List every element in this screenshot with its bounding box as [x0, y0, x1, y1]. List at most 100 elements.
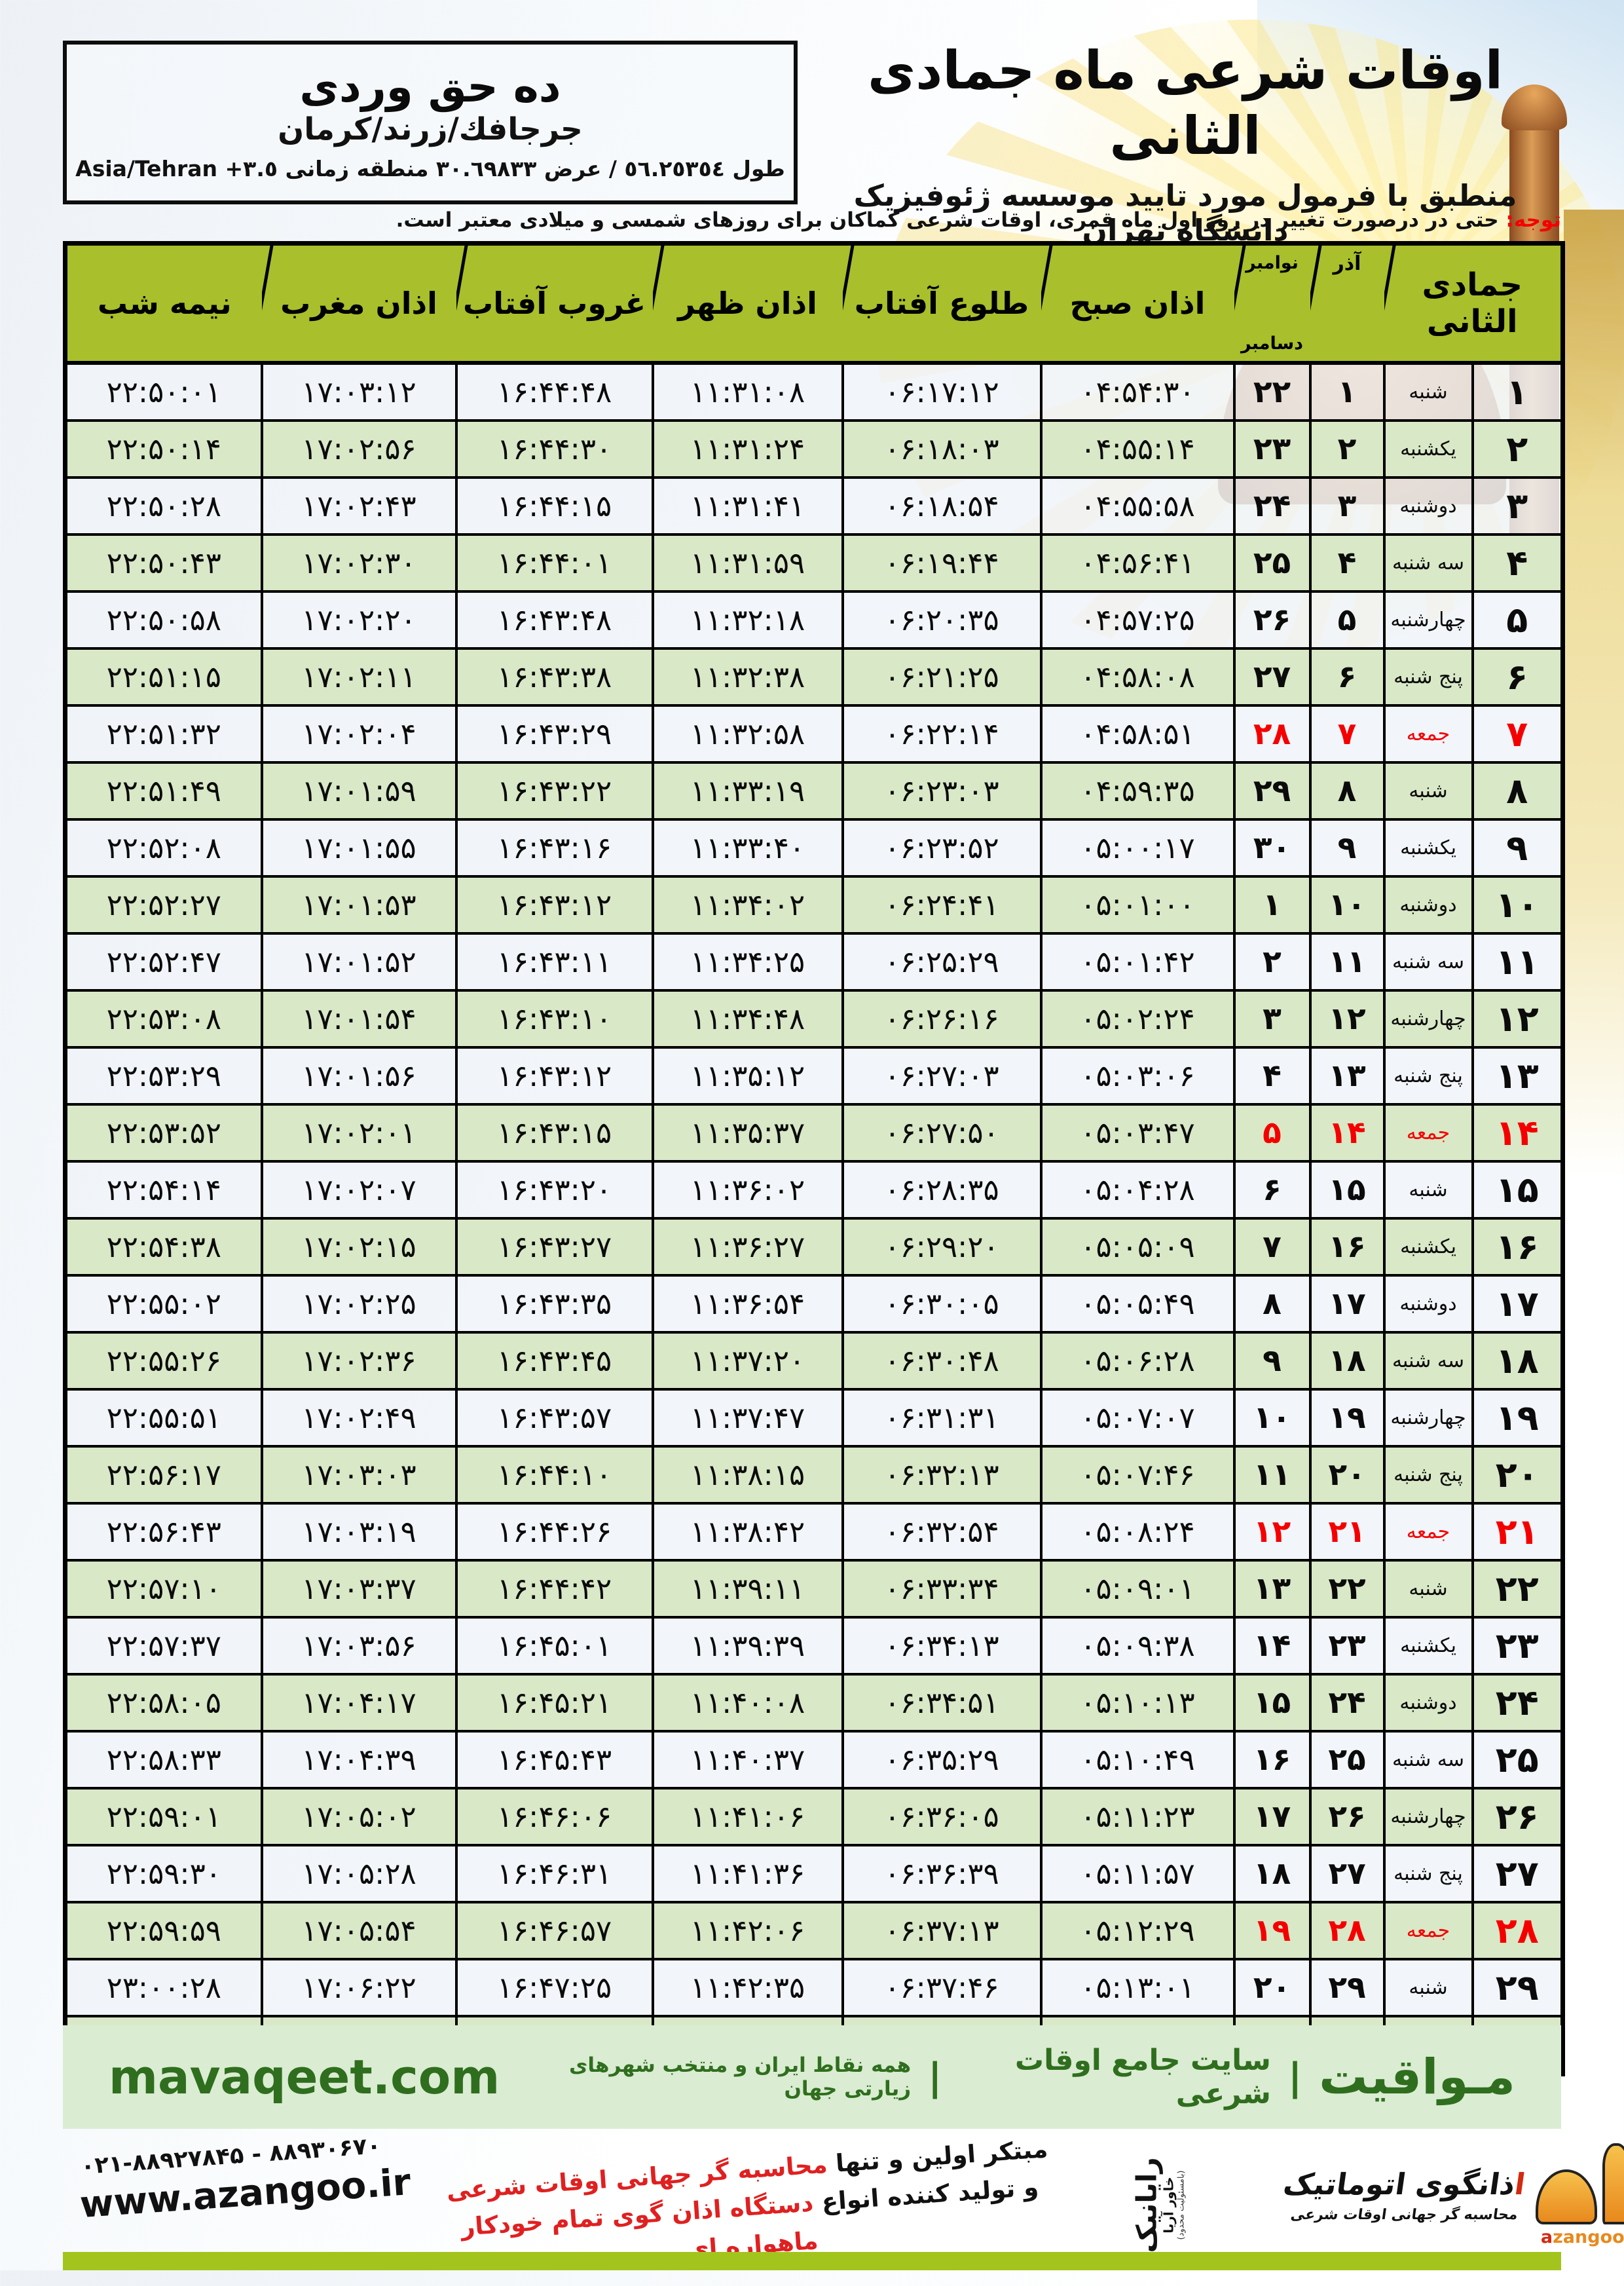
gregorian-day-cell: ۲۲ — [1232, 362, 1312, 422]
sunset-time-cell: ۱۶:۴۳:۲۰ — [454, 1160, 654, 1220]
midnight-time-cell: ۲۲:۵۹:۳۰ — [64, 1844, 263, 1903]
fajr-time-cell: ۰۵:۰۲:۲۴ — [1039, 989, 1236, 1049]
fajr-time-cell: ۰۵:۰۷:۰۷ — [1039, 1388, 1236, 1448]
fajr-time-cell: ۰۴:۵۴:۳۰ — [1039, 362, 1236, 422]
midnight-time-cell: ۲۲:۵۲:۴۷ — [64, 932, 263, 992]
midnight-time-cell: ۲۲:۵۸:۰۵ — [64, 1673, 263, 1733]
location-region: جرجافك/زرند/كرمان — [278, 111, 583, 148]
day-number-cell: ۲۹ — [1471, 1958, 1564, 2017]
day-number-cell: ۴ — [1471, 533, 1564, 593]
day-number-cell: ۳ — [1471, 476, 1564, 536]
table-row: ۱۳ پنج شنبه ۱۳ ۴ ۰۵:۰۳:۰۶ ۰۶:۲۷:۰۳ ۱۱:۳۵… — [64, 1046, 1564, 1106]
table-row: ۱۲ چهارشنبه ۱۲ ۳ ۰۵:۰۲:۲۴ ۰۶:۲۶:۱۶ ۱۱:۳۴… — [64, 989, 1564, 1049]
azangoo-icon-group: azangoo — [1535, 2143, 1624, 2247]
midnight-time-cell: ۲۲:۵۷:۳۷ — [64, 1616, 263, 1676]
table-row: ۱۷ دوشنبه ۱۷ ۸ ۰۵:۰۵:۴۹ ۰۶:۳۰:۰۵ ۱۱:۳۶:۵… — [64, 1274, 1564, 1334]
day-number-cell: ۷ — [1471, 704, 1564, 764]
weekday-cell: چهارشنبه — [1382, 989, 1474, 1049]
fajr-time-cell: ۰۵:۱۱:۲۳ — [1039, 1787, 1236, 1846]
azar-day-cell: ۷ — [1308, 704, 1386, 764]
midnight-time-cell: ۲۲:۵۷:۱۰ — [64, 1559, 263, 1619]
midnight-time-cell: ۲۲:۵۶:۴۳ — [64, 1502, 263, 1562]
table-body: ۱ شنبه ۱ ۲۲ ۰۴:۵۴:۳۰ ۰۶:۱۷:۱۲ ۱۱:۳۱:۰۸ ۱… — [64, 362, 1564, 2076]
header-november: نوامبر — [1246, 253, 1299, 273]
sunset-time-cell: ۱۶:۴۶:۰۶ — [454, 1787, 654, 1846]
azar-day-cell: ۹ — [1308, 818, 1386, 878]
dhuhr-time-cell: ۱۱:۴۱:۰۶ — [651, 1787, 844, 1846]
weekday-cell: دوشنبه — [1382, 1274, 1474, 1334]
fajr-time-cell: ۰۵:۰۷:۴۶ — [1039, 1445, 1236, 1505]
fajr-time-cell: ۰۵:۱۰:۴۹ — [1039, 1730, 1236, 1789]
sunrise-time-cell: ۰۶:۳۷:۴۶ — [841, 1958, 1043, 2017]
gregorian-day-cell: ۶ — [1232, 1160, 1312, 1220]
weekday-cell: سه شنبه — [1382, 1730, 1474, 1789]
sunrise-time-cell: ۰۶:۲۹:۲۰ — [841, 1217, 1043, 1277]
sunset-time-cell: ۱۶:۴۳:۱۱ — [454, 932, 654, 992]
gregorian-day-cell: ۱ — [1232, 875, 1312, 935]
sunrise-time-cell: ۰۶:۳۳:۳۴ — [841, 1559, 1043, 1619]
day-number-cell: ۲۰ — [1471, 1445, 1564, 1505]
gregorian-day-cell: ۱۹ — [1232, 1901, 1312, 1960]
dhuhr-time-cell: ۱۱:۳۸:۱۵ — [651, 1445, 844, 1505]
day-number-cell: ۲۸ — [1471, 1901, 1564, 1960]
gregorian-day-cell: ۱۶ — [1232, 1730, 1312, 1789]
fajr-time-cell: ۰۴:۵۶:۴۱ — [1039, 533, 1236, 593]
header-dhuhr: اذان ظهر — [652, 242, 843, 365]
azar-day-cell: ۲۱ — [1308, 1502, 1386, 1562]
midnight-time-cell: ۲۲:۵۵:۲۶ — [64, 1331, 263, 1391]
dhuhr-time-cell: ۱۱:۳۶:۰۲ — [651, 1160, 844, 1220]
fajr-time-cell: ۰۵:۱۱:۵۷ — [1039, 1844, 1236, 1903]
location-name: ده حق وردی — [299, 61, 561, 112]
rayanik-subname: خاور آریا — [1160, 2177, 1177, 2234]
maghrib-time-cell: ۱۷:۰۳:۳۷ — [260, 1559, 458, 1619]
weekday-cell: جمعه — [1382, 704, 1474, 764]
maghrib-time-cell: ۱۷:۰۲:۴۳ — [260, 476, 458, 536]
maghrib-time-cell: ۱۷:۰۲:۱۵ — [260, 1217, 458, 1277]
weekday-cell: شنبه — [1382, 761, 1474, 821]
location-coordinates: طول ٥٦.٢٥٣٥٤ / عرض ٣٠.٦٩٨٣٣ منطقه زمانی … — [75, 156, 785, 182]
azar-day-cell: ۸ — [1308, 761, 1386, 821]
notice-line: توجه: حتی در درصورت تغییر در روز اول ماه… — [64, 208, 1561, 232]
fajr-time-cell: ۰۵:۰۵:۴۹ — [1039, 1274, 1236, 1334]
weekday-cell: پنج شنبه — [1382, 647, 1474, 707]
header-fajr: اذان صبح — [1041, 242, 1234, 365]
maghrib-time-cell: ۱۷:۰۱:۵۲ — [260, 932, 458, 992]
day-number-cell: ۲۳ — [1471, 1616, 1564, 1676]
table-row: ۶ پنج شنبه ۶ ۲۷ ۰۴:۵۸:۰۸ ۰۶:۲۱:۲۵ ۱۱:۳۲:… — [64, 647, 1564, 707]
sunrise-time-cell: ۰۶:۳۶:۳۹ — [841, 1844, 1043, 1903]
azar-day-cell: ۱۴ — [1308, 1103, 1386, 1163]
sunset-time-cell: ۱۶:۴۳:۳۵ — [454, 1274, 654, 1334]
table-row: ۵ چهارشنبه ۵ ۲۶ ۰۴:۵۷:۲۵ ۰۶:۲۰:۳۵ ۱۱:۳۲:… — [64, 590, 1564, 650]
notice-label: توجه: — [1505, 208, 1561, 232]
weekday-cell: پنج شنبه — [1382, 1844, 1474, 1903]
weekday-cell: دوشنبه — [1382, 875, 1474, 935]
sunset-time-cell: ۱۶:۴۳:۲۹ — [454, 704, 654, 764]
table-row: ۷ جمعه ۷ ۲۸ ۰۴:۵۸:۵۱ ۰۶:۲۲:۱۴ ۱۱:۳۲:۵۸ ۱… — [64, 704, 1564, 764]
maghrib-time-cell: ۱۷:۰۵:۵۴ — [260, 1901, 458, 1960]
header-december: دسامبر — [1240, 333, 1304, 354]
table-row: ۹ یکشنبه ۹ ۳۰ ۰۵:۰۰:۱۷ ۰۶:۲۳:۵۲ ۱۱:۳۳:۴۰… — [64, 818, 1564, 878]
table-row: ۲۸ جمعه ۲۸ ۱۹ ۰۵:۱۲:۲۹ ۰۶:۳۷:۱۳ ۱۱:۴۲:۰۶… — [64, 1901, 1564, 1960]
day-number-cell: ۸ — [1471, 761, 1564, 821]
header-maghrib: اذان مغرب — [261, 242, 456, 365]
sunset-time-cell: ۱۶:۴۴:۱۵ — [454, 476, 654, 536]
table-row: ۲۵ سه شنبه ۲۵ ۱۶ ۰۵:۱۰:۴۹ ۰۶:۳۵:۲۹ ۱۱:۴۰… — [64, 1730, 1564, 1789]
maghrib-time-cell: ۱۷:۰۴:۱۷ — [260, 1673, 458, 1733]
weekday-cell: جمعه — [1382, 1502, 1474, 1562]
azar-day-cell: ۲۵ — [1308, 1730, 1386, 1789]
maghrib-time-cell: ۱۷:۰۱:۵۶ — [260, 1046, 458, 1106]
maghrib-time-cell: ۱۷:۰۱:۵۹ — [260, 761, 458, 821]
dhuhr-time-cell: ۱۱:۳۱:۵۹ — [651, 533, 844, 593]
table-row: ۱۴ جمعه ۱۴ ۵ ۰۵:۰۳:۴۷ ۰۶:۲۷:۵۰ ۱۱:۳۵:۳۷ … — [64, 1103, 1564, 1163]
azangoo-logo: اذانگوی اتوماتیک محاسبه گر جهانی اوقات ش… — [1281, 2143, 1624, 2247]
weekday-cell: یکشنبه — [1382, 818, 1474, 878]
gregorian-day-cell: ۲۵ — [1232, 533, 1312, 593]
weekday-cell: یکشنبه — [1382, 1616, 1474, 1676]
dhuhr-time-cell: ۱۱:۴۲:۰۶ — [651, 1901, 844, 1960]
day-number-cell: ۱۸ — [1471, 1331, 1564, 1391]
day-number-cell: ۲۲ — [1471, 1559, 1564, 1619]
sunrise-time-cell: ۰۶:۳۵:۲۹ — [841, 1730, 1043, 1789]
dhuhr-time-cell: ۱۱:۳۱:۲۴ — [651, 419, 844, 479]
table-row: ۱۶ یکشنبه ۱۶ ۷ ۰۵:۰۵:۰۹ ۰۶:۲۹:۲۰ ۱۱:۳۶:۲… — [64, 1217, 1564, 1277]
day-number-cell: ۱۷ — [1471, 1274, 1564, 1334]
